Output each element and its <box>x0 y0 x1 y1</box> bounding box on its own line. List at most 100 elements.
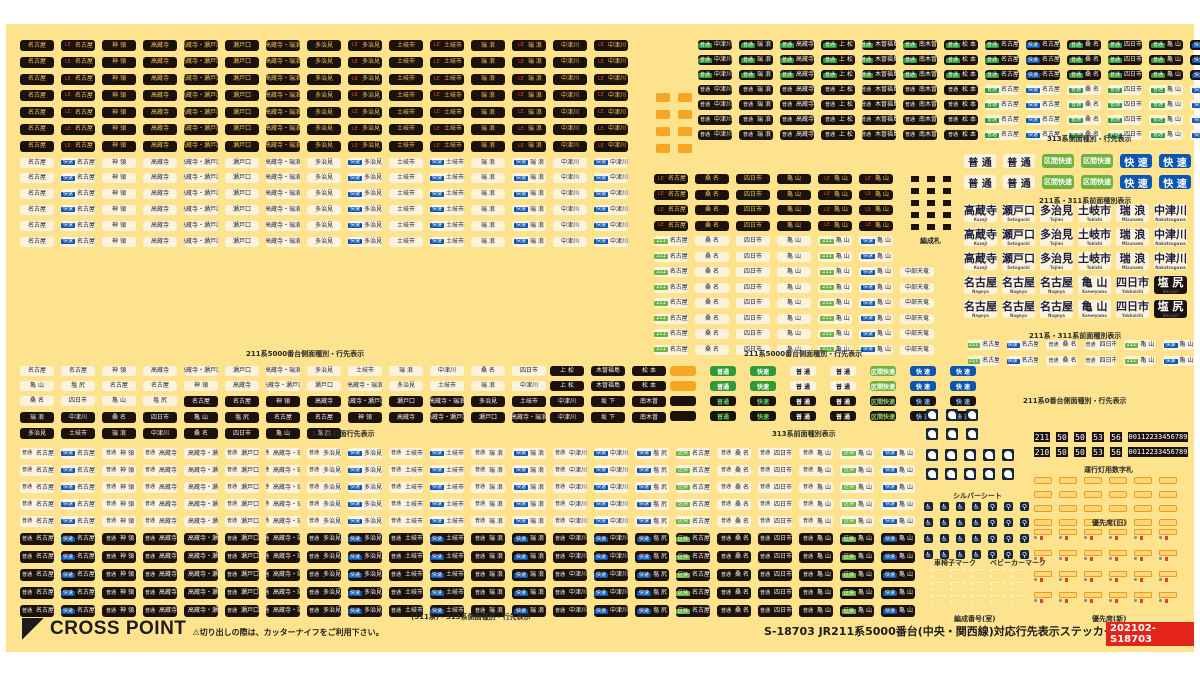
destination-text: 土岐市 <box>443 58 462 66</box>
destination-text: 神 領 <box>120 517 134 525</box>
dark-destination-label: 桑 名 <box>695 205 729 215</box>
kind-tag: 普通 <box>698 41 712 48</box>
kind-tag: 区快 <box>676 571 690 578</box>
destination-text: 多治見 <box>361 125 380 133</box>
destination-text: 亀 山 <box>858 589 872 596</box>
destination-text: 亀 山 <box>787 190 801 198</box>
destination-text: 中津川 <box>714 41 732 48</box>
destination-text: 多治見 <box>323 483 341 491</box>
destination-text: 神 領 <box>112 108 126 116</box>
dark-side-label: 普通 高蔵寺 <box>143 587 177 599</box>
destination-text: 坂 下 <box>601 413 615 421</box>
destination-text: 亀 山 <box>817 500 831 508</box>
light-side-label: 普通神 領 <box>102 499 136 510</box>
light-side-label: 普通亀 山 <box>799 499 833 510</box>
light-side-label: 普通 名古屋 <box>985 85 1019 95</box>
light-side-label: 区快 名古屋 <box>676 448 710 459</box>
dark-side-label: 区快 名古屋 <box>676 605 710 617</box>
destination-text: 中津川 <box>560 91 579 99</box>
destination-text: 瑞 浪 <box>481 190 495 198</box>
kind-tag: 普通 <box>823 41 838 48</box>
kind-tag: 普通 <box>862 116 871 123</box>
dark-side-label: 快速 中津川 <box>594 605 628 617</box>
dark-destination-label: 瀬戸口 <box>225 140 259 152</box>
destination-text: 名古屋 <box>36 535 54 542</box>
destination-en: Yokkaichi <box>1121 288 1144 294</box>
light-destination-label: 名古屋 <box>20 189 54 200</box>
dark-side-label: 快速亀 山 <box>881 551 915 563</box>
dark-destination-label: 中津川 <box>553 56 587 68</box>
kind-tag: 普通 <box>144 571 155 578</box>
light-side-label: 普通瑞 浪 <box>471 516 505 527</box>
dark-destination-label: 瑞 浪 <box>471 73 505 85</box>
kind-tag: 快速 <box>61 467 75 473</box>
destination-text: 名古屋 <box>1021 341 1039 348</box>
destination-text: 瑞 浪 <box>481 125 495 133</box>
light-destination-label: 快速瑞 浪 <box>512 173 546 184</box>
light-destination-label: 快速 中津川 <box>594 173 628 184</box>
destination-text: 土岐市 <box>446 158 464 166</box>
destination-text: 高蔵寺・瀬戸口 <box>188 571 218 578</box>
destination-text: 名古屋 <box>669 252 688 260</box>
kind-tag: 普通 <box>721 571 732 578</box>
priority-seat-old-label <box>1084 477 1102 484</box>
light-side-label: 快速 名古屋 <box>1026 100 1060 110</box>
destination-text: 名古屋 <box>1001 101 1019 108</box>
light-side-label: 普通 高蔵寺 <box>143 482 177 493</box>
destination-text: 瀬戸口 <box>241 535 259 542</box>
kind-tag: 普通 <box>1151 71 1166 78</box>
kind-tag: 普通 <box>390 450 401 456</box>
kind-tag: LE <box>865 206 872 213</box>
light-side-label: 快速瑞 浪 <box>512 482 546 493</box>
light-side-label: 区快亀 山 <box>840 448 874 459</box>
caption-section-g: 313系前面行先表示 <box>311 430 375 438</box>
light-side-label: 快速塩 尻 <box>635 465 669 476</box>
front-destination-label: 名古屋 Nagoya <box>964 276 997 294</box>
kind-tag: 快速 <box>1007 341 1020 348</box>
light-side-label: 快速 土岐市 <box>430 482 464 493</box>
light-side-label: 普通 瀬戸口 <box>225 499 259 510</box>
destination-text: 亀 山 <box>899 607 913 614</box>
front-destination-label: 瀬戸口 Setoguchi <box>1002 204 1035 222</box>
priority-seat-old-label <box>1034 491 1052 498</box>
destination-en: Nagoya <box>972 312 989 318</box>
dark-side-label: 普通瑞 浪 <box>471 587 505 599</box>
dark-side-label: 普通 多治見 <box>307 605 341 617</box>
destination-text: 名古屋 <box>27 108 46 116</box>
light-destination-label: 瀬戸口 <box>225 173 259 184</box>
dark-side-label: 快速瑞 浪 <box>512 533 546 545</box>
kind-tag: 普通 <box>903 56 917 63</box>
kind-tag: 普通 <box>699 131 710 138</box>
dark-destination-label: 桑 名 <box>695 220 729 231</box>
kind-tag: 普通 <box>721 553 732 560</box>
destination-text: 中部天竜 <box>904 268 929 275</box>
light-destination-label: 中部天竜 <box>900 298 934 308</box>
destination-text: 土岐市 <box>396 237 415 245</box>
dark-destination-label: LE 瑞 浪 <box>512 40 546 51</box>
front-destination-label: 中津川 Nakatsugawa <box>1154 204 1187 222</box>
silver-seat-icon <box>926 449 938 461</box>
destination-text: 多治見 <box>364 535 382 542</box>
kind-tag: 快速 <box>61 501 75 507</box>
front-destination-label: 四日市 Yokkaichi <box>1116 300 1149 318</box>
dark-destination-label: 高蔵寺・瀬戸口 <box>184 90 218 102</box>
kind-tag: 快速 <box>1163 341 1178 348</box>
light-destination-label: 快速 中津川 <box>594 157 628 168</box>
destination-text: 多治見 <box>364 483 382 491</box>
kind-tag: 普通 <box>226 501 237 507</box>
dark-side-label: 普通神 領 <box>102 533 136 545</box>
dark-destination-label: 高蔵寺・瑞浪 <box>266 73 300 85</box>
kind-tag: 快速 <box>637 589 652 596</box>
light-destination-label: 四日市 <box>736 329 770 339</box>
kind-tag: 快速 <box>514 190 529 197</box>
destination-text: 塩 尻 <box>653 553 667 560</box>
dark-destination-label: LE 名古屋 <box>654 189 688 200</box>
destination-text: 名古屋 <box>1042 71 1060 78</box>
kind-tag: 普通 <box>759 589 770 596</box>
kind-tag: 普通 <box>390 535 401 542</box>
priority-seat-old-label <box>1034 477 1052 484</box>
front-destination-label: 高蔵寺 Kozoji <box>964 252 997 270</box>
